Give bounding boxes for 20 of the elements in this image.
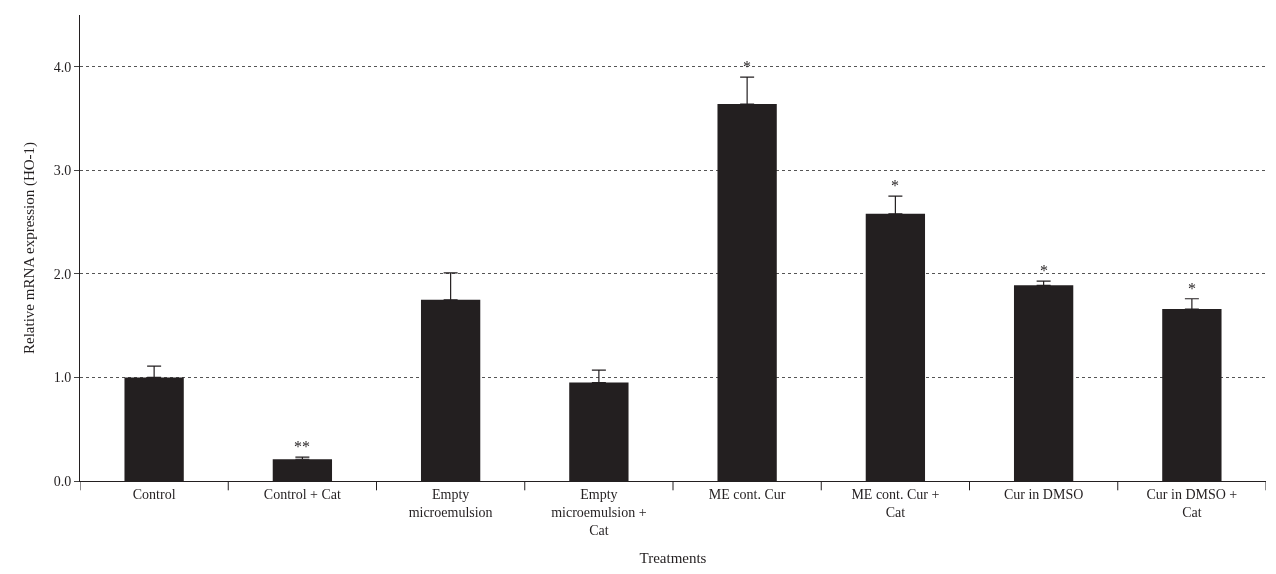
annotation: * bbox=[743, 58, 751, 75]
y-tick-label: 3.0 bbox=[53, 163, 72, 179]
x-tick-label: Cur in DMSO + Cat bbox=[1146, 486, 1238, 520]
y-tick-label: 0.0 bbox=[53, 473, 72, 489]
x-axis-title: Treatments bbox=[639, 550, 707, 567]
y-axis-title: Relative mRNA expression (HO-1) bbox=[20, 141, 38, 355]
x-tick-label: ME cont. Cur bbox=[708, 486, 786, 502]
x-tick-label: ME cont. Cur + Cat bbox=[851, 486, 940, 520]
annotation: * bbox=[891, 177, 899, 194]
x-tick-label: Empty microemulsion + Cat bbox=[551, 486, 647, 539]
y-tick-label: 2.0 bbox=[53, 266, 72, 282]
y-tick-label: 4.0 bbox=[53, 59, 72, 75]
annotation: * bbox=[1040, 262, 1048, 279]
annotation: * bbox=[1188, 280, 1196, 297]
x-tick-label: Control bbox=[132, 486, 176, 502]
annotation: ** bbox=[294, 438, 310, 455]
x-tick-label: Control + Cat bbox=[263, 486, 342, 502]
y-tick-label: 1.0 bbox=[53, 370, 72, 386]
x-tick-label: Cur in DMSO bbox=[1003, 486, 1084, 502]
x-tick-label: Empty microemulsion bbox=[408, 486, 493, 520]
